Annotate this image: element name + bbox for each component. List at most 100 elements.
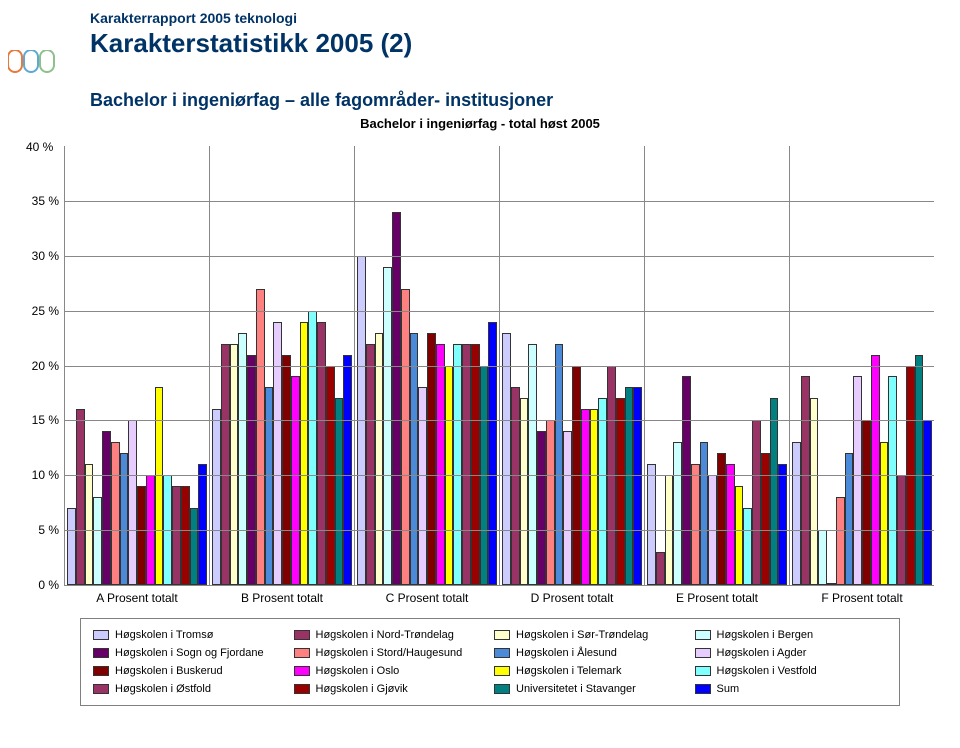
legend-item: Høgskolen i Stord/Haugesund: [294, 647, 487, 659]
legend-item: Høgskolen i Agder: [695, 647, 888, 659]
legend-item: Universitetet i Stavanger: [494, 683, 687, 695]
bar: [792, 442, 801, 585]
bar: [633, 387, 642, 585]
legend-item: Sum: [695, 683, 888, 695]
bar: [862, 420, 871, 585]
bar: [471, 344, 480, 585]
bar: [691, 464, 700, 585]
legend-swatch: [695, 684, 711, 694]
x-axis-label: A Prosent totalt: [65, 591, 209, 605]
bar: [827, 583, 836, 585]
bar: [181, 486, 190, 585]
legend: Høgskolen i TromsøHøgskolen i Nord-Trønd…: [80, 618, 900, 706]
report-subtitle: Karakterrapport 2005 teknologi: [90, 10, 412, 26]
legend-label: Høgskolen i Sogn og Fjordane: [115, 647, 264, 659]
bar: [343, 355, 352, 585]
y-axis-label: 30 %: [25, 249, 59, 263]
bar: [256, 289, 265, 585]
legend-label: Høgskolen i Bergen: [717, 629, 814, 641]
bar: [172, 486, 181, 585]
legend-item: Høgskolen i Bergen: [695, 629, 888, 641]
legend-swatch: [93, 666, 109, 676]
legend-label: Høgskolen i Nord-Trøndelag: [316, 629, 454, 641]
bar: [67, 508, 76, 585]
y-axis-label: 10 %: [25, 468, 59, 482]
section-title: Bachelor i ingeniørfag – alle fagområder…: [90, 90, 553, 111]
bar: [401, 289, 410, 585]
bar: [453, 344, 462, 585]
legend-item: Høgskolen i Østfold: [93, 683, 286, 695]
bar: [923, 420, 932, 585]
bar: [102, 431, 111, 585]
bar: [700, 442, 709, 585]
bar: [418, 387, 427, 585]
report-title: Karakterstatistikk 2005 (2): [90, 28, 412, 59]
legend-label: Høgskolen i Telemark: [516, 665, 622, 677]
bar: [888, 376, 897, 585]
bar: [291, 376, 300, 585]
bar: [682, 376, 691, 585]
legend-item: Høgskolen i Oslo: [294, 665, 487, 677]
bar: [656, 552, 665, 585]
y-axis-label: 0 %: [25, 578, 59, 592]
x-axis-label: E Prosent totalt: [645, 591, 789, 605]
bar: [410, 333, 419, 585]
bar: [308, 311, 317, 585]
bar: [616, 398, 625, 585]
legend-label: Høgskolen i Buskerud: [115, 665, 223, 677]
bar: [880, 442, 889, 585]
x-axis-label: D Prosent totalt: [500, 591, 644, 605]
legend-label: Høgskolen i Gjøvik: [316, 683, 408, 695]
bar: [128, 420, 137, 585]
legend-label: Høgskolen i Sør-Trøndelag: [516, 629, 648, 641]
legend-label: Sum: [717, 683, 740, 695]
legend-swatch: [294, 666, 310, 676]
bar: [546, 420, 555, 585]
bar: [761, 453, 770, 585]
legend-swatch: [294, 648, 310, 658]
legend-swatch: [695, 666, 711, 676]
bar: [212, 409, 221, 585]
bar: [93, 497, 102, 585]
bar: [726, 464, 735, 585]
bar: [735, 486, 744, 585]
bar: [836, 497, 845, 585]
bar: [155, 387, 164, 585]
legend-item: Høgskolen i Vestfold: [695, 665, 888, 677]
legend-item: Høgskolen i Sør-Trøndelag: [494, 629, 687, 641]
bar: [137, 486, 146, 585]
bar: [528, 344, 537, 585]
bar: [366, 344, 375, 585]
bar: [810, 398, 819, 585]
legend-swatch: [494, 684, 510, 694]
bar: [502, 333, 511, 585]
legend-swatch: [93, 648, 109, 658]
gridline: [65, 256, 934, 257]
legend-item: Høgskolen i Ålesund: [494, 647, 687, 659]
bar: [555, 344, 564, 585]
legend-label: Høgskolen i Oslo: [316, 665, 400, 677]
legend-swatch: [494, 648, 510, 658]
gridline: [65, 366, 934, 367]
bar: [392, 212, 401, 585]
legend-swatch: [695, 648, 711, 658]
bar: [247, 355, 256, 585]
gridline: [65, 201, 934, 202]
bar: [230, 344, 239, 585]
bar: [915, 355, 924, 585]
y-axis-label: 40 %: [26, 140, 53, 154]
y-axis-label: 5 %: [25, 523, 59, 537]
bar: [590, 409, 599, 585]
legend-item: Høgskolen i Telemark: [494, 665, 687, 677]
bar: [488, 322, 497, 585]
legend-item: Høgskolen i Buskerud: [93, 665, 286, 677]
bar: [462, 344, 471, 585]
bar: [625, 387, 634, 585]
legend-swatch: [695, 630, 711, 640]
bar: [752, 420, 761, 585]
bar: [85, 464, 94, 585]
bar: [770, 398, 779, 585]
bar: [673, 442, 682, 585]
y-axis-label: 20 %: [25, 359, 59, 373]
bar: [818, 530, 827, 585]
